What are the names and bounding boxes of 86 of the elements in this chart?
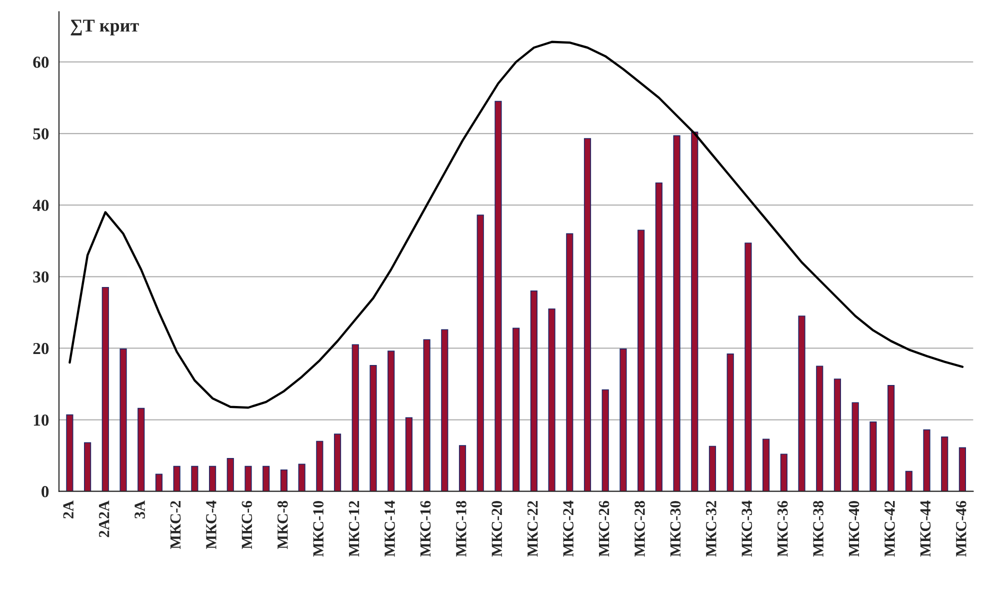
- bar: [834, 378, 842, 492]
- bar: [102, 286, 109, 492]
- x-tick-label: МКС-28: [634, 500, 645, 557]
- bar: [226, 458, 234, 492]
- y-tick-label: 60: [33, 56, 49, 68]
- bar: [120, 348, 127, 492]
- bar: [530, 290, 538, 492]
- bar: [941, 436, 948, 492]
- x-tick-label: МКС-8: [277, 500, 288, 550]
- x-tick-label: МКС-24: [563, 500, 574, 557]
- bar: [173, 466, 180, 492]
- bar: [458, 445, 466, 492]
- bar: [548, 308, 556, 492]
- x-tick-label: МКС-42: [884, 501, 895, 557]
- bar: [798, 316, 806, 492]
- bar: [852, 402, 859, 492]
- bar: [887, 385, 895, 492]
- bar: [334, 434, 342, 492]
- bar: [566, 233, 574, 492]
- bar: [352, 344, 359, 492]
- x-tick-label: МКС-40: [848, 500, 860, 557]
- bar: [584, 138, 592, 492]
- x-tick-label: МКС-4: [206, 500, 216, 550]
- bar: [620, 348, 627, 492]
- x-tick-label: 2А2А: [98, 500, 110, 538]
- bar: [370, 364, 377, 492]
- bar: [155, 474, 163, 492]
- x-tick-label: МКС-46: [956, 500, 966, 557]
- bar: [262, 466, 270, 492]
- bar: [494, 100, 502, 492]
- bar: [762, 438, 770, 492]
- bar: [708, 446, 716, 492]
- x-tick-label: МКС-32: [706, 501, 716, 557]
- bar: [923, 429, 930, 492]
- bar: [208, 466, 216, 492]
- x-tick-label: МКС-14: [384, 500, 395, 557]
- y-axis-title: ∑Т крит: [70, 20, 139, 36]
- bar: [958, 447, 966, 492]
- y-tick-label: 30: [33, 271, 49, 283]
- bar: [298, 464, 306, 492]
- x-tick-label: МКС-2: [170, 501, 181, 550]
- bar: [870, 422, 877, 492]
- bar: [655, 182, 662, 492]
- x-tick-label: МКС-38: [813, 500, 824, 557]
- bar: [816, 366, 824, 492]
- bar: [744, 242, 752, 492]
- bar: [476, 214, 484, 492]
- bar: [423, 339, 430, 492]
- y-tick-label: 10: [34, 414, 49, 426]
- y-tick-label: 50: [33, 128, 49, 140]
- x-tick-label: 3А: [134, 500, 145, 518]
- x-tick-label: МКС-30: [670, 500, 681, 557]
- bar: [673, 135, 680, 492]
- x-tick-label: МКС-12: [348, 501, 360, 557]
- line-series: [68, 40, 964, 409]
- bar: [280, 469, 288, 492]
- bar: [388, 350, 395, 492]
- y-tick-label: 0: [42, 486, 49, 498]
- bar: [780, 454, 788, 492]
- bar: [84, 442, 92, 492]
- x-tick-label: 2А: [63, 500, 74, 518]
- y-tick-label: 20: [33, 342, 49, 354]
- x-tick-label: МКС-36: [777, 500, 788, 557]
- x-tick-label: МКС-20: [492, 500, 502, 557]
- x-tick-label: МКС-16: [420, 500, 431, 557]
- bar: [905, 470, 912, 492]
- x-tick-label: МКС-18: [456, 500, 466, 557]
- bar: [191, 466, 198, 492]
- x-tick-label: МКС-44: [920, 500, 931, 557]
- bar: [405, 417, 412, 492]
- bar: [244, 466, 252, 492]
- x-tick-label: МКС-22: [527, 501, 538, 557]
- bar: [602, 389, 609, 492]
- bar: [138, 408, 145, 492]
- bar: [441, 329, 448, 492]
- bar: [691, 132, 698, 492]
- x-tick-label: МКС-6: [242, 500, 252, 550]
- x-tick-label: МКС-26: [598, 500, 610, 557]
- x-tick-label: МКС-34: [742, 500, 752, 557]
- bar: [512, 328, 520, 492]
- bar: [726, 354, 734, 492]
- x-tick-label: МКС-10: [313, 500, 324, 557]
- bar: [638, 230, 645, 492]
- y-tick-label: 40: [32, 200, 49, 212]
- bar: [66, 414, 74, 492]
- bar: [316, 440, 324, 492]
